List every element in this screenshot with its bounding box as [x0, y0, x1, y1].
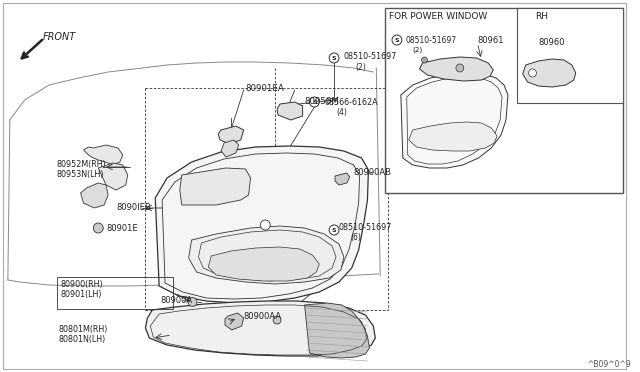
Text: (2): (2) [413, 46, 423, 52]
Polygon shape [225, 313, 244, 330]
Polygon shape [145, 301, 375, 356]
Text: 80900A: 80900A [160, 296, 192, 305]
Circle shape [188, 298, 197, 307]
Polygon shape [218, 126, 244, 144]
Text: ^B09^0^9: ^B09^0^9 [588, 360, 631, 369]
Text: 08510-51697: 08510-51697 [406, 36, 457, 45]
Text: S: S [332, 228, 337, 232]
Text: S: S [332, 55, 337, 61]
Circle shape [329, 225, 339, 235]
Text: 80901E: 80901E [106, 224, 138, 233]
Text: 80900AB: 80900AB [354, 168, 392, 177]
Polygon shape [335, 173, 350, 185]
Circle shape [93, 223, 103, 233]
Circle shape [392, 35, 402, 45]
Polygon shape [180, 168, 250, 205]
Circle shape [456, 64, 464, 72]
Text: 80953N(LH): 80953N(LH) [57, 170, 104, 179]
Text: 80961: 80961 [477, 36, 504, 45]
Text: 08510-51697: 08510-51697 [339, 223, 392, 232]
Circle shape [260, 220, 270, 230]
Text: FRONT: FRONT [44, 32, 77, 42]
Text: FOR POWER WINDOW: FOR POWER WINDOW [389, 12, 487, 21]
Polygon shape [409, 122, 497, 151]
Polygon shape [189, 226, 344, 284]
Circle shape [529, 69, 536, 77]
Polygon shape [221, 140, 239, 157]
Circle shape [422, 57, 428, 63]
Text: RH: RH [536, 12, 548, 21]
Text: (2): (2) [356, 63, 367, 72]
Text: (4): (4) [336, 108, 347, 117]
Text: 80952M(RH): 80952M(RH) [57, 160, 107, 169]
Polygon shape [420, 57, 493, 81]
Polygon shape [83, 145, 123, 165]
Circle shape [273, 316, 281, 324]
Polygon shape [277, 102, 303, 120]
Bar [516, 8, 623, 103]
Text: S: S [395, 38, 399, 42]
Text: 80900(RH): 80900(RH) [61, 280, 104, 289]
Text: 80901(LH): 80901(LH) [61, 290, 102, 299]
Text: 8090IEB: 8090IEB [116, 203, 150, 212]
Text: 80950M: 80950M [305, 97, 339, 106]
Polygon shape [523, 59, 576, 87]
Text: 80801M(RH): 80801M(RH) [59, 325, 108, 334]
Circle shape [310, 97, 319, 107]
Text: 08510-51697: 08510-51697 [344, 52, 397, 61]
Text: 80900AA: 80900AA [244, 312, 282, 321]
Polygon shape [208, 247, 319, 281]
Text: 08566-6162A: 08566-6162A [324, 98, 378, 107]
Text: 80801N(LH): 80801N(LH) [59, 335, 106, 344]
Text: 80960: 80960 [538, 38, 565, 47]
Polygon shape [401, 73, 508, 168]
Bar [385, 8, 623, 193]
Polygon shape [99, 163, 128, 190]
Text: (6): (6) [351, 233, 362, 242]
Bar [57, 277, 173, 309]
Polygon shape [81, 183, 108, 208]
Text: S: S [312, 99, 317, 105]
Polygon shape [305, 303, 369, 358]
Polygon shape [156, 146, 369, 303]
Text: 80901EA: 80901EA [246, 84, 284, 93]
Circle shape [329, 53, 339, 63]
